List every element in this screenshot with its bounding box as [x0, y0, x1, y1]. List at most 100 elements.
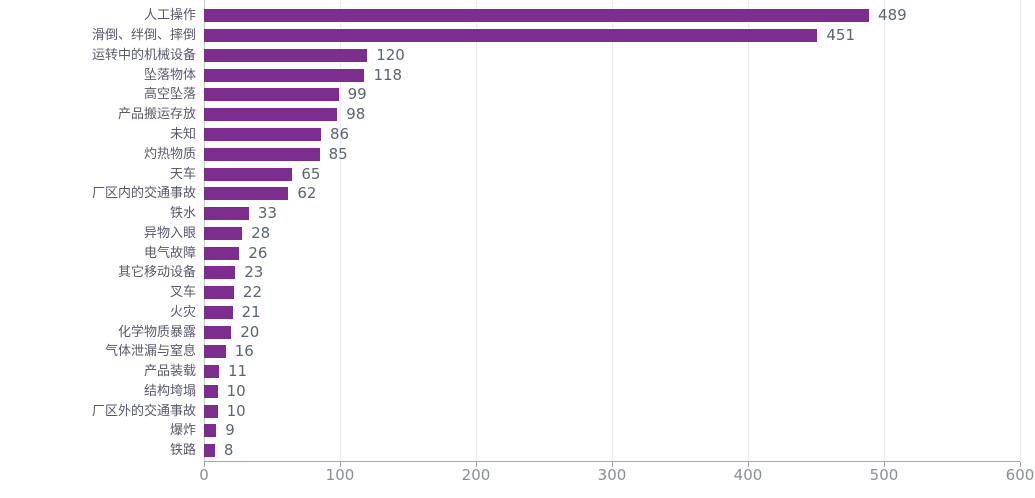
bar-row: 人工操作 489: [0, 6, 1035, 26]
bar-area: 85: [204, 144, 1020, 164]
category-label: 化学物质暴露: [117, 324, 196, 340]
bar-area: 23: [204, 263, 1020, 283]
bar-area: 16: [204, 342, 1020, 362]
value-label: 118: [373, 65, 403, 84]
category-label: 爆炸: [169, 423, 196, 439]
category-label: 铁水: [169, 206, 196, 222]
x-tick-label: 300: [597, 466, 627, 484]
bar: [204, 68, 365, 82]
value-label: 98: [346, 105, 366, 124]
bar-area: 10: [204, 401, 1020, 421]
category-label: 叉车: [169, 285, 196, 301]
x-tick: [884, 462, 885, 467]
x-tick: [204, 462, 205, 467]
bar-area: 86: [204, 125, 1020, 145]
bar-area: 20: [204, 322, 1020, 342]
bar: [204, 404, 218, 418]
bar-row: 爆炸 9: [0, 421, 1035, 441]
x-axis-labels: 0 100 200 300 400 500 600: [199, 466, 1034, 490]
bar: [204, 286, 234, 300]
bar: [204, 29, 818, 43]
bar-area: 9: [204, 421, 1020, 441]
bar: [204, 365, 219, 379]
x-tick: [339, 462, 341, 467]
x-tick: [747, 462, 749, 467]
value-label: 8: [223, 441, 234, 460]
bar: [204, 246, 240, 260]
value-label: 65: [301, 164, 321, 183]
x-tick: [612, 462, 613, 467]
bar-row: 灼热物质 85: [0, 144, 1035, 164]
bar-rows: 人工操作 489 滑倒、绊倒、摔倒 451 运转中的机械设备 120 坠落物体 118 高空坠落…: [0, 6, 1035, 461]
category-label: 其它移动设备: [117, 265, 196, 281]
value-label: 10: [226, 401, 246, 420]
value-label: 21: [241, 302, 261, 321]
category-label: 电气故障: [143, 245, 196, 261]
value-label: 11: [227, 362, 248, 381]
gridline: [884, 0, 885, 461]
bar: [204, 9, 870, 23]
bar: [204, 108, 338, 122]
value-label: 99: [347, 85, 367, 104]
category-label: 高空坠落: [143, 87, 196, 103]
x-tick-label: 200: [461, 466, 491, 484]
value-label: 85: [328, 144, 348, 163]
bar-area: 8: [204, 441, 1020, 461]
bar-row: 结构垮塌 10: [0, 382, 1035, 402]
bar: [204, 325, 232, 339]
value-label: 22: [242, 283, 262, 302]
bar: [204, 444, 215, 458]
value-label: 120: [376, 45, 405, 64]
bar: [204, 207, 249, 221]
bar: [204, 226, 243, 240]
bar-row: 高空坠落 99: [0, 85, 1035, 105]
bar-area: 120: [204, 46, 1020, 66]
bar-row: 异物入眼 28: [0, 223, 1035, 243]
category-label: 滑倒、绊倒、摔倒: [91, 28, 196, 44]
bar: [204, 127, 321, 141]
bar-area: 98: [204, 105, 1020, 125]
bar: [204, 167, 293, 181]
x-tick: [475, 462, 477, 467]
bar-row: 厂区内的交通事故 62: [0, 184, 1035, 204]
bar-area: 10: [204, 382, 1020, 402]
bar-area: 21: [204, 302, 1020, 322]
value-label: 23: [244, 263, 264, 282]
bar-area: 62: [204, 184, 1020, 204]
value-label: 62: [297, 184, 317, 203]
x-tick-label: 0: [199, 466, 209, 484]
value-label: 33: [257, 204, 277, 223]
category-label: 厂区外的交通事故: [91, 403, 196, 419]
bar-row: 火灾 21: [0, 302, 1035, 322]
category-label: 结构垮塌: [143, 383, 196, 399]
category-label: 运转中的机械设备: [91, 47, 196, 63]
bar-row: 运转中的机械设备 120: [0, 46, 1035, 66]
bar-area: 489: [204, 6, 1020, 26]
bar-row: 滑倒、绊倒、摔倒 451: [0, 26, 1035, 46]
x-tick: [1020, 462, 1021, 467]
value-label: 10: [226, 381, 246, 400]
x-tick-label: 500: [869, 466, 899, 484]
gridline: [475, 0, 477, 461]
value-label: 16: [234, 342, 254, 361]
bar-area: 33: [204, 204, 1020, 224]
bar: [204, 384, 218, 398]
bar: [204, 305, 233, 319]
category-label: 产品搬运存放: [117, 107, 196, 123]
value-label: 20: [240, 322, 260, 341]
bar-area: 451: [204, 26, 1020, 46]
bar-row: 化学物质暴露 20: [0, 322, 1035, 342]
gridline: [612, 0, 613, 461]
category-label: 坠落物体: [143, 67, 196, 83]
bar-area: 99: [204, 85, 1020, 105]
category-label: 未知: [169, 126, 196, 142]
bar-row: 气体泄漏与窒息 16: [0, 342, 1035, 362]
category-label: 火灾: [169, 304, 196, 320]
bar: [204, 147, 320, 161]
category-label: 异物入眼: [143, 225, 196, 241]
x-tick-label: 100: [325, 466, 355, 484]
bar-row: 叉车 22: [0, 283, 1035, 303]
category-label: 人工操作: [143, 8, 196, 24]
bar: [204, 48, 368, 62]
